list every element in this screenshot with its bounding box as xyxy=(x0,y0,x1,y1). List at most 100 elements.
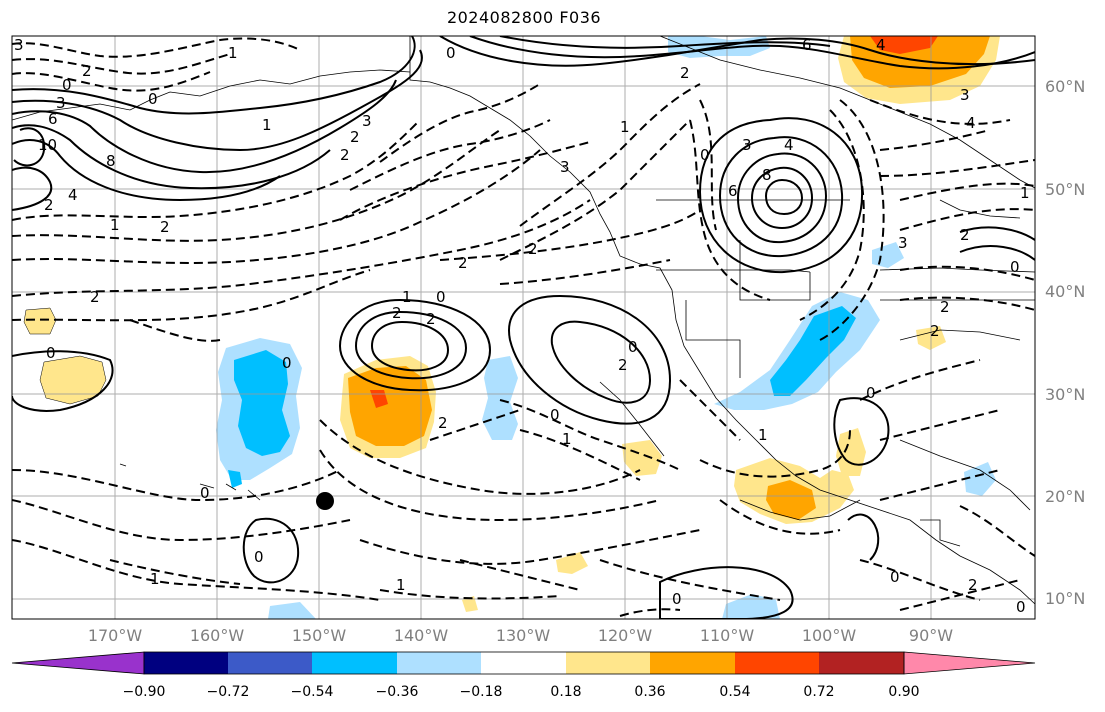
colorbar-tick-label: −0.72 xyxy=(206,684,250,700)
colorbar-tick-label: 0.90 xyxy=(888,684,920,700)
contour-label: 8 xyxy=(762,166,772,184)
colorbar-tick-label: −0.54 xyxy=(290,684,334,700)
lat-label: 50°N xyxy=(1045,180,1086,199)
contour-label: 1 xyxy=(1020,184,1030,202)
contour-label: 0 xyxy=(282,354,292,372)
contour-label: 3 xyxy=(560,158,570,176)
contour-label: 2 xyxy=(392,304,402,322)
contour-label: 1 xyxy=(620,118,630,136)
colorbar-swatch xyxy=(397,652,481,674)
contour-label: 6 xyxy=(802,36,812,54)
contour-label: 4 xyxy=(784,136,794,154)
contour-label: 0 xyxy=(254,548,264,566)
colorbar-swatch xyxy=(228,652,312,674)
colorbar-swatch xyxy=(144,652,228,674)
shade-yellow-s2 xyxy=(462,596,478,612)
contour-label: 0 xyxy=(148,90,158,108)
contour-label: 0 xyxy=(550,406,560,424)
contour-label: 0 xyxy=(436,288,446,306)
shade-orange-mid xyxy=(348,366,432,446)
shade-red-ne xyxy=(870,36,938,54)
contour-label: 0 xyxy=(700,146,710,164)
lon-label: 100°W xyxy=(801,626,857,645)
shade-lightblue-s1 xyxy=(268,602,316,619)
colorbar-tick-label: −0.18 xyxy=(459,684,503,700)
contour-label: 0 xyxy=(46,344,56,362)
colorbar-swatch xyxy=(819,652,904,674)
contour-label: 2 xyxy=(44,196,54,214)
contour-label: 4 xyxy=(876,36,886,54)
contour-label: 0 xyxy=(1016,598,1026,616)
contour-label: 1 xyxy=(758,426,768,444)
position-marker xyxy=(316,492,334,510)
contour-label: 1 xyxy=(402,288,412,306)
colorbar-swatch xyxy=(481,652,566,674)
shading-layer xyxy=(23,36,1000,619)
contour-label: 3 xyxy=(898,234,908,252)
shade-blue-hawaii xyxy=(234,350,290,456)
colorbar-swatch xyxy=(312,652,397,674)
contour-label: 1 xyxy=(150,570,160,588)
contour-label: 2 xyxy=(82,62,92,80)
lon-label: 130°W xyxy=(495,626,551,645)
contour-label: 3 xyxy=(362,112,372,130)
contour-label: 2 xyxy=(960,226,970,244)
contour-label: 2 xyxy=(528,240,538,258)
contour-label: 1 xyxy=(562,430,572,448)
shade-blue-sw xyxy=(770,306,856,396)
contour-label: 2 xyxy=(940,298,950,316)
lat-label: 20°N xyxy=(1045,487,1086,506)
lon-label: 140°W xyxy=(393,626,449,645)
colorbar-extend-min xyxy=(11,651,145,675)
colorbar-tick-label: −0.90 xyxy=(122,684,166,700)
lon-label: 110°W xyxy=(699,626,755,645)
colorbar-swatch xyxy=(566,652,650,674)
plot-frame xyxy=(11,35,1036,620)
colorbar-swatch xyxy=(650,652,735,674)
contour-label: 2 xyxy=(90,288,100,306)
shade-lightblue-s2 xyxy=(722,594,780,619)
contour-label: 2 xyxy=(340,146,350,164)
contour-label: 0 xyxy=(1010,258,1020,276)
shade-yellow-west xyxy=(23,307,57,335)
colorbar xyxy=(11,651,1036,675)
contour-label: 0 xyxy=(200,484,210,502)
lat-label: 40°N xyxy=(1045,282,1086,301)
lat-label: 30°N xyxy=(1045,385,1086,404)
colorbar-tick-label: 0.72 xyxy=(803,684,835,700)
contour-label: 2 xyxy=(930,322,940,340)
shade-yellow-s xyxy=(556,552,588,574)
graticule xyxy=(12,36,1035,619)
contour-label: 0 xyxy=(446,44,456,62)
colorbar-tick-label: 0.54 xyxy=(719,684,751,700)
contour-label: 2 xyxy=(426,310,436,328)
shade-lightblue-mid xyxy=(482,356,518,440)
lon-label: 170°W xyxy=(87,626,143,645)
solid-contours xyxy=(12,36,1035,619)
lon-label: 120°W xyxy=(597,626,653,645)
lon-label: 160°W xyxy=(189,626,245,645)
shade-blue-hawaii-small xyxy=(228,470,242,488)
contour-label: 1 xyxy=(396,576,406,594)
contour-label: 10 xyxy=(38,136,57,154)
contour-label: 8 xyxy=(106,152,116,170)
contour-label: 0 xyxy=(866,384,876,402)
contour-label: 6 xyxy=(728,182,738,200)
contour-label: 0 xyxy=(628,338,638,356)
contour-label: 2 xyxy=(618,356,628,374)
contour-label: 1 xyxy=(228,44,238,62)
shade-yellow-west2 xyxy=(39,355,107,405)
contour-label: 1 xyxy=(262,116,272,134)
lon-label: 90°W xyxy=(908,626,954,645)
contour-label: 1 xyxy=(110,216,120,234)
contour-label: 3 xyxy=(14,36,24,54)
contour-labels: 3 2 0 1 1 0 2 6 3 4 2 2 3 6 4 8 0 3 0 6 … xyxy=(14,36,1030,616)
colorbar-extend-max xyxy=(903,651,1036,675)
contour-label: 0 xyxy=(62,76,72,94)
contour-label: 2 xyxy=(160,218,170,236)
shade-lightblue-carib xyxy=(964,462,996,496)
contour-label: 0 xyxy=(672,590,682,608)
contour-label: 4 xyxy=(966,114,976,132)
dashed-contours xyxy=(12,37,1035,617)
